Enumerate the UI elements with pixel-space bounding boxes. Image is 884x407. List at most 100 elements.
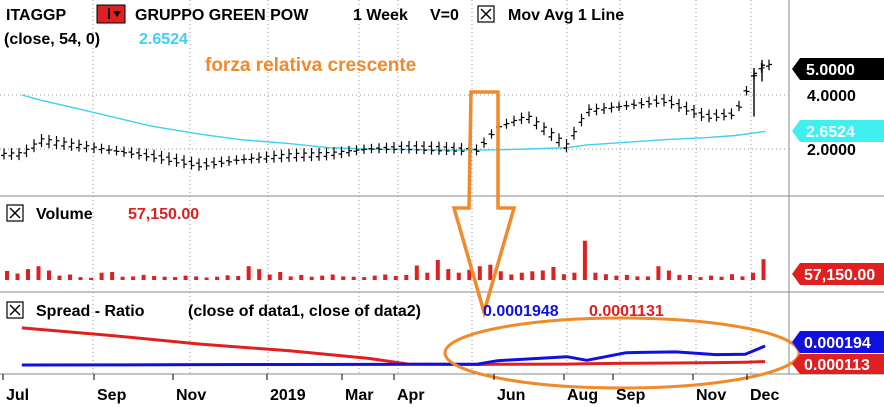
price-bar xyxy=(151,149,157,163)
volume-bar xyxy=(488,264,493,280)
indicator-params: (close, 54, 0) xyxy=(4,31,100,48)
price-bar xyxy=(548,127,555,141)
price-bar xyxy=(608,102,615,113)
volume-bar xyxy=(99,272,104,280)
price-bar xyxy=(743,85,750,96)
price-bar xyxy=(601,102,607,114)
volume-bar xyxy=(89,277,94,280)
price-bar xyxy=(683,101,690,115)
volume-bar xyxy=(47,270,51,280)
price-bar xyxy=(158,150,165,164)
price-bar xyxy=(1,148,7,160)
price-bar xyxy=(698,107,705,122)
red-dropdown-icon[interactable] xyxy=(96,4,126,24)
volume-bar xyxy=(110,272,115,280)
y-tick-4: 4.0000 xyxy=(807,88,856,105)
price-bar xyxy=(443,142,450,156)
price-bar xyxy=(203,157,210,170)
volume-bar xyxy=(677,274,682,280)
price-bar xyxy=(638,98,645,109)
volume-bar xyxy=(593,272,598,280)
price-bar xyxy=(653,95,660,108)
volume-title: Volume xyxy=(36,206,93,223)
spread-blue-line xyxy=(21,344,766,367)
price-bar xyxy=(593,103,600,116)
price-bar xyxy=(308,148,315,162)
volume-bar xyxy=(614,275,619,280)
price-bar xyxy=(76,139,82,152)
spread-title: Spread - Ratio xyxy=(36,303,145,320)
volume-bar xyxy=(383,274,388,280)
spread-params: (close of data1, close of data2) xyxy=(188,303,421,320)
price-bar xyxy=(488,129,495,139)
volume-bar xyxy=(561,274,566,280)
last-price-tag: 5.0000 xyxy=(792,58,884,80)
ma-value-tag: 2.6524 xyxy=(792,120,884,142)
svg-text:2.6524: 2.6524 xyxy=(806,124,855,141)
volume-bar xyxy=(530,271,535,280)
svg-text:0.000194: 0.000194 xyxy=(804,335,871,352)
price-bar xyxy=(361,144,367,154)
price-bar xyxy=(578,113,585,127)
price-bar xyxy=(398,141,405,154)
volume-bar xyxy=(15,273,20,280)
checkbox-x-icon[interactable] xyxy=(6,301,24,319)
price-bar xyxy=(248,153,255,164)
price-bar xyxy=(526,111,532,124)
price-bar xyxy=(53,135,60,150)
price-bar xyxy=(316,147,322,161)
price-bar xyxy=(481,137,487,148)
volume-bar xyxy=(36,266,41,280)
price-bar xyxy=(458,143,465,156)
period-label: 1 Week xyxy=(353,7,408,24)
volume-bar xyxy=(666,270,671,280)
volume-bar xyxy=(656,266,661,280)
price-bar xyxy=(31,139,37,153)
svg-text:5.0000: 5.0000 xyxy=(806,62,855,79)
x-tick-label: Apr xyxy=(397,387,425,404)
price-bar xyxy=(226,155,232,166)
x-tick-label: Mar xyxy=(345,387,373,404)
price-bar xyxy=(706,109,712,123)
price-bar xyxy=(676,98,682,112)
volume-bar xyxy=(120,276,125,280)
price-bar xyxy=(218,156,225,168)
volume-bar xyxy=(183,275,188,280)
volume-bar xyxy=(404,274,409,280)
volume-bar xyxy=(635,276,640,280)
price-bar xyxy=(563,139,570,153)
volume-flag: V=0 xyxy=(430,7,459,24)
volume-bar xyxy=(5,270,9,280)
x-tick-label: Jun xyxy=(497,387,525,404)
volume-bar xyxy=(477,266,482,280)
price-bar xyxy=(323,147,330,161)
volume-bar xyxy=(141,274,146,280)
volume-bar xyxy=(246,266,251,280)
price-bar xyxy=(631,99,637,110)
volume-bar xyxy=(257,269,262,280)
price-bar xyxy=(691,104,697,119)
price-bar xyxy=(128,147,135,159)
price-bar xyxy=(38,133,45,148)
price-bar xyxy=(421,141,427,155)
indicator-value: 2.6524 xyxy=(139,31,188,48)
volume-bar xyxy=(26,269,30,280)
checkbox-x-icon[interactable] xyxy=(6,204,24,222)
price-bar xyxy=(518,112,525,124)
checkbox-x-icon[interactable] xyxy=(477,5,495,23)
volume-bar xyxy=(288,276,293,280)
price-bar xyxy=(391,141,397,154)
volume-bar xyxy=(698,277,703,280)
x-tick-label: Sep xyxy=(616,387,646,404)
price-bar xyxy=(61,137,67,150)
price-bar xyxy=(586,104,592,117)
volume-bar xyxy=(498,271,503,280)
price-bar xyxy=(173,153,180,167)
volume-bar xyxy=(509,274,514,280)
volume-bar xyxy=(425,272,430,280)
price-bar xyxy=(668,95,675,109)
volume-bar xyxy=(330,274,335,280)
x-tick-label: Nov xyxy=(696,387,726,404)
price-bar xyxy=(346,145,352,157)
